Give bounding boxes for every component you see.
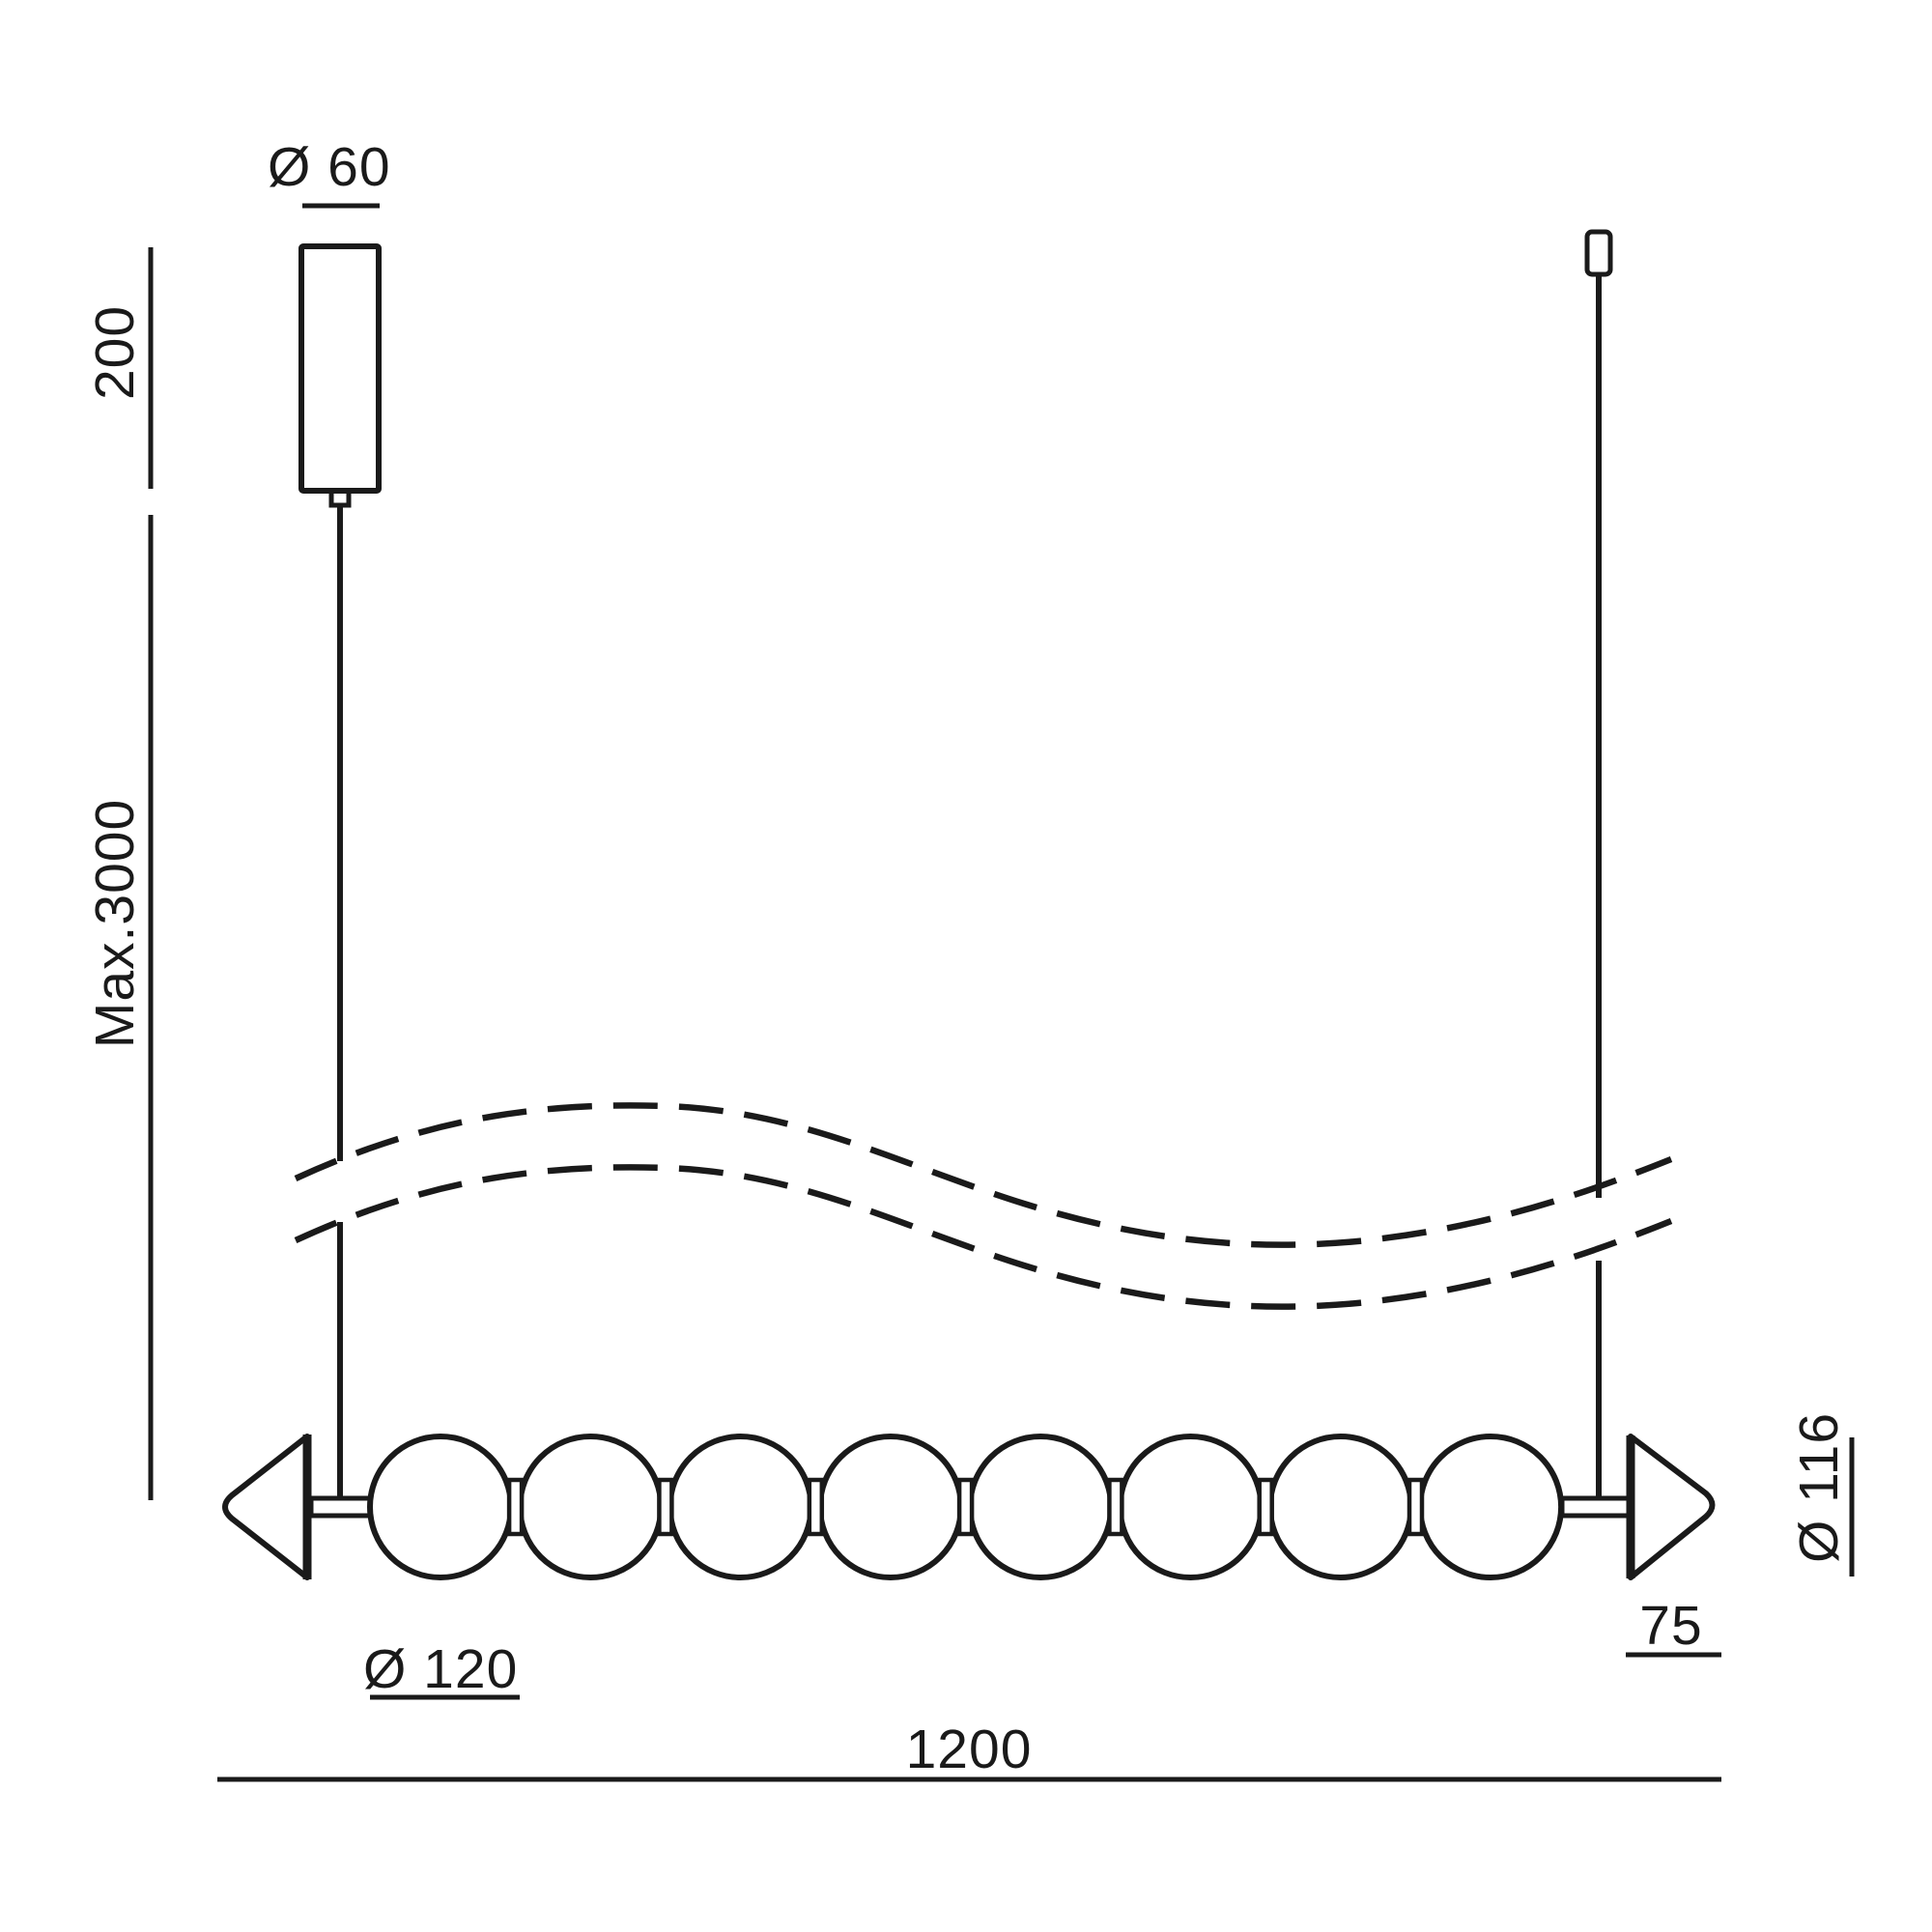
bead-row: [367, 1434, 1565, 1580]
glass-sphere: [1417, 1434, 1565, 1580]
right-cable: [1584, 229, 1613, 1498]
break-line-lower: [294, 1164, 1673, 1310]
cone-diameter-dimension: Ø 116: [1788, 1412, 1855, 1577]
bar-left-segment: [308, 1495, 373, 1519]
suspension-dimension: Max.3000: [84, 515, 154, 1500]
canopy-diameter-label: Ø 60: [268, 136, 391, 198]
suspension-max-label: Max.3000: [84, 799, 146, 1048]
glass-sphere: [1266, 1434, 1414, 1580]
sphere-connector: [1406, 1477, 1425, 1537]
glass-sphere: [517, 1434, 665, 1580]
total-length-dimension: 1200: [217, 1719, 1721, 1782]
right-cable-ceiling-fitting: [1584, 229, 1613, 277]
glass-sphere: [816, 1434, 964, 1580]
cone-diameter-label: Ø 116: [1788, 1412, 1850, 1563]
total-length-label: 1200: [906, 1719, 1033, 1780]
sphere-connector: [657, 1477, 674, 1537]
right-end-cone: [1626, 1434, 1716, 1580]
canopy-height-label: 200: [84, 305, 146, 400]
left-cone-body: [222, 1434, 310, 1580]
glass-sphere: [667, 1434, 814, 1580]
cone-length-dimension: 75: [1626, 1595, 1721, 1658]
canopy-body: [298, 243, 382, 494]
sphere-connector: [807, 1477, 825, 1537]
canopy-cable-nub: [328, 488, 352, 508]
glass-sphere: [1117, 1434, 1264, 1580]
right-cone-body: [1628, 1434, 1716, 1580]
sphere-diameter-label: Ø 120: [363, 1638, 518, 1700]
sphere-connector: [1257, 1477, 1274, 1537]
bar-right-segment: [1559, 1495, 1634, 1519]
sphere-connector: [1107, 1477, 1124, 1537]
canopy-height-dimension: 200: [84, 247, 154, 489]
sphere-connector: [956, 1477, 975, 1537]
break-line-upper: [294, 1102, 1673, 1248]
sphere-connector: [506, 1477, 525, 1537]
cone-length-label: 75: [1639, 1595, 1702, 1657]
sphere-diameter-dimension: Ø 120: [363, 1638, 520, 1700]
break-lines: [294, 1102, 1673, 1310]
glass-sphere: [967, 1434, 1115, 1580]
glass-sphere: [367, 1434, 514, 1580]
canopy-group: Ø 60: [268, 136, 391, 508]
left-end-cone: [222, 1434, 312, 1580]
